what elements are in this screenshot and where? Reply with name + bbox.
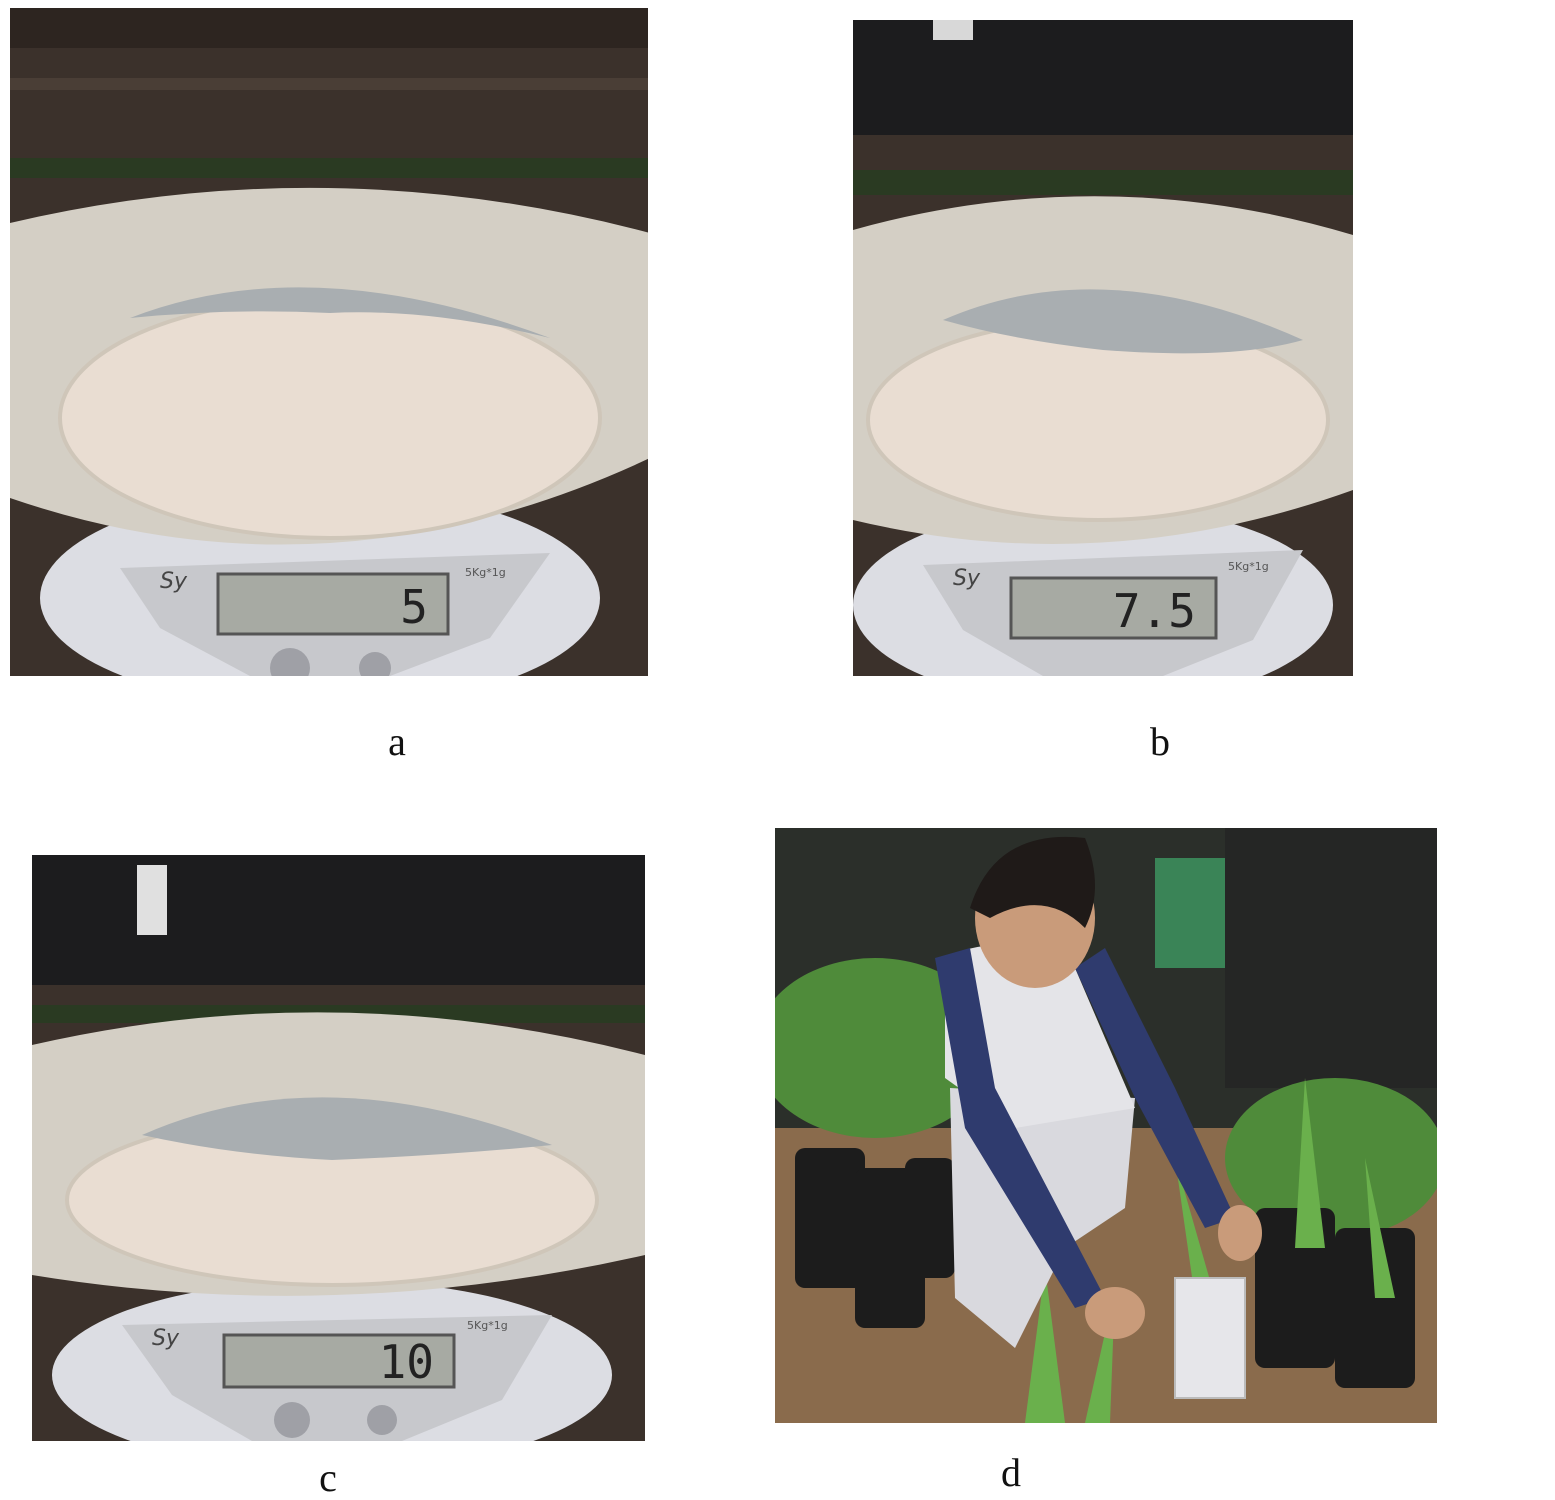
kitchen-scale-photo: 5 Sy 5Kg*1g bbox=[10, 8, 648, 676]
nursery-seedling-photo bbox=[775, 828, 1437, 1423]
scale-reading: 10 bbox=[379, 1335, 434, 1389]
panel-caption-a: a bbox=[388, 719, 406, 764]
scale-spec: 5Kg*1g bbox=[467, 1319, 508, 1332]
kitchen-scale-photo: 7.5 Sy 5Kg*1g bbox=[853, 20, 1353, 676]
photo-panel-a: 5 Sy 5Kg*1g bbox=[10, 8, 648, 676]
scale-reading: 7.5 bbox=[1113, 584, 1196, 638]
kitchen-scale-photo: 10 Sy 5Kg*1g bbox=[32, 855, 645, 1441]
scale-spec: 5Kg*1g bbox=[1228, 560, 1269, 573]
scale-brand: Sy bbox=[152, 1326, 180, 1351]
scale-spec: 5Kg*1g bbox=[465, 566, 506, 579]
photo-panel-c: 10 Sy 5Kg*1g bbox=[32, 855, 645, 1441]
panel-caption-d: d bbox=[1001, 1450, 1021, 1495]
scale-brand: Sy bbox=[160, 569, 188, 594]
photo-panel-b: 7.5 Sy 5Kg*1g bbox=[853, 20, 1353, 676]
scale-reading: 5 bbox=[400, 580, 428, 634]
photo-panel-d bbox=[775, 828, 1437, 1423]
panel-caption-c: c bbox=[319, 1455, 337, 1500]
scale-brand: Sy bbox=[953, 566, 981, 591]
panel-caption-b: b bbox=[1150, 719, 1170, 764]
